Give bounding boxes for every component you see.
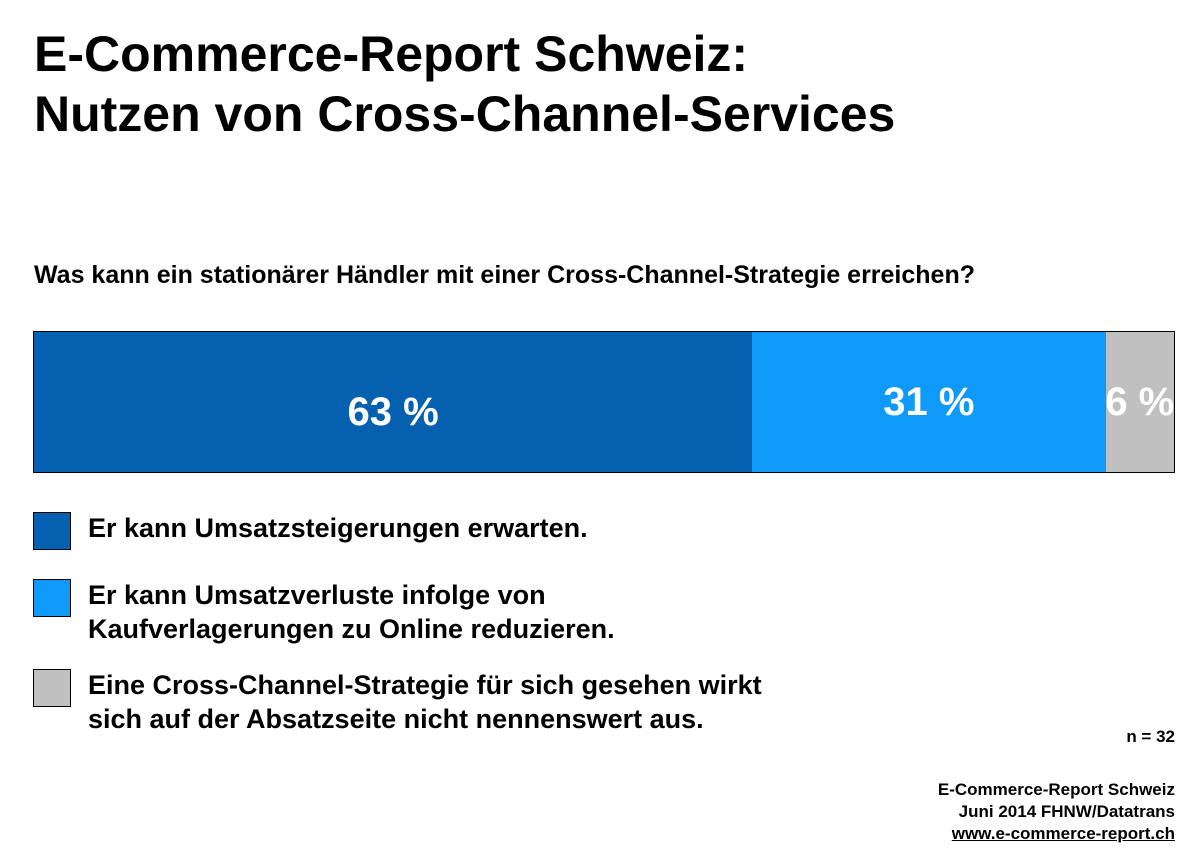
legend-item-increase: Er kann Umsatzsteigerungen erwarten. — [33, 511, 883, 550]
footer-line-2: Juni 2014 FHNW/Datatrans — [958, 802, 1175, 821]
bar-segment-increase: 63 % — [34, 332, 753, 472]
legend-label-reduce-losses: Er kann Umsatzverluste infolge von Kaufv… — [88, 578, 615, 646]
bar-segment-reduce-losses: 31 % — [752, 332, 1106, 472]
chart-question: Was kann ein stationärer Händler mit ein… — [34, 261, 976, 289]
stacked-bar: 63 % 31 % 6 % — [33, 331, 1175, 473]
footer-source: E-Commerce-Report Schweiz Juni 2014 FHNW… — [938, 779, 1175, 845]
footer-line-1: E-Commerce-Report Schweiz — [937, 780, 1175, 799]
title-line-1: E-Commerce-Report Schweiz: — [34, 26, 749, 82]
bar-value-label: 63 % — [347, 389, 439, 434]
legend-label-no-effect: Eine Cross-Channel-Strategie für sich ge… — [88, 668, 762, 736]
legend-label-increase: Er kann Umsatzsteigerungen erwarten. — [88, 511, 588, 545]
legend-swatch-increase — [33, 512, 71, 550]
legend-swatch-reduce-losses — [33, 579, 71, 617]
legend-item-no-effect: Eine Cross-Channel-Strategie für sich ge… — [33, 668, 883, 736]
bar-value-label: 31 % — [883, 379, 975, 424]
title-line-2: Nutzen von Cross-Channel-Services — [34, 86, 896, 142]
legend-label-no-effect-line1: Eine Cross-Channel-Strategie für sich ge… — [88, 670, 762, 700]
legend-item-reduce-losses: Er kann Umsatzverluste infolge von Kaufv… — [33, 578, 883, 646]
bar-value-label: 6 % — [1105, 379, 1175, 424]
bar-segment-no-effect: 6 % — [1105, 332, 1175, 472]
legend-swatch-no-effect — [33, 669, 71, 707]
legend-label-reduce-losses-line1: Er kann Umsatzverluste infolge von — [88, 580, 546, 610]
page-title: E-Commerce-Report Schweiz: Nutzen von Cr… — [34, 24, 895, 144]
legend-label-increase-line1: Er kann Umsatzsteigerungen erwarten. — [88, 513, 588, 543]
legend-label-reduce-losses-line2: Kaufverlagerungen zu Online reduzieren. — [88, 614, 615, 644]
sample-size: n = 32 — [1126, 727, 1175, 746]
legend-label-no-effect-line2: sich auf der Absatzseite nicht nennenswe… — [88, 704, 704, 734]
legend: Er kann Umsatzsteigerungen erwarten. Er … — [33, 511, 883, 764]
footer-url-link[interactable]: www.e-commerce-report.ch — [951, 824, 1175, 843]
